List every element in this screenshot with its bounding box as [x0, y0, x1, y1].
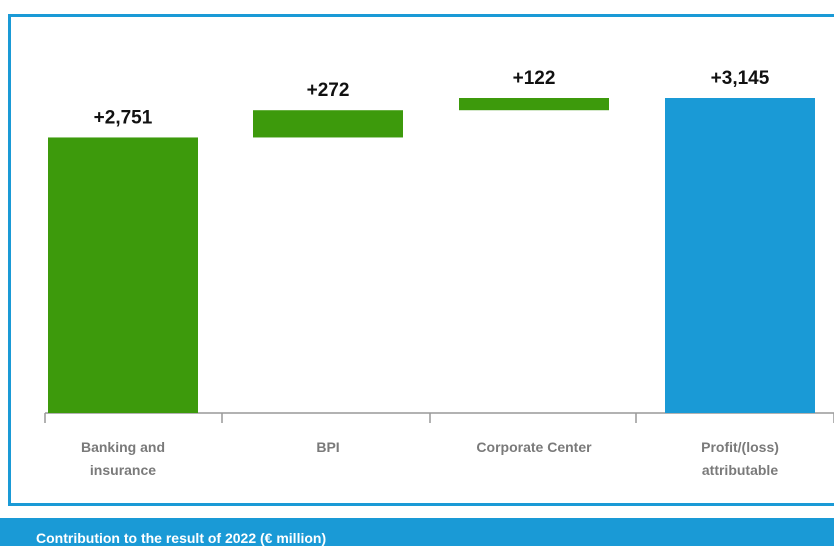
bar: [253, 110, 403, 138]
bar: [665, 98, 815, 413]
category-label: Profit/(loss) attributable: [701, 439, 779, 478]
chart-frame: [8, 14, 834, 506]
caption-bar: Contribution to the result of 2022 (€ mi…: [0, 518, 834, 546]
bar: [48, 137, 198, 413]
bar: [459, 98, 609, 111]
data-label: +122: [513, 68, 556, 89]
data-label: +272: [307, 80, 350, 101]
category-label: Banking and insurance: [80, 439, 165, 478]
data-label: +2,751: [94, 107, 153, 128]
category-label: BPI: [316, 439, 340, 455]
data-label: +3,145: [711, 68, 770, 89]
caption: Contribution to the result of 2022 (€ mi…: [36, 530, 327, 546]
category-label: Corporate Center: [476, 439, 592, 455]
